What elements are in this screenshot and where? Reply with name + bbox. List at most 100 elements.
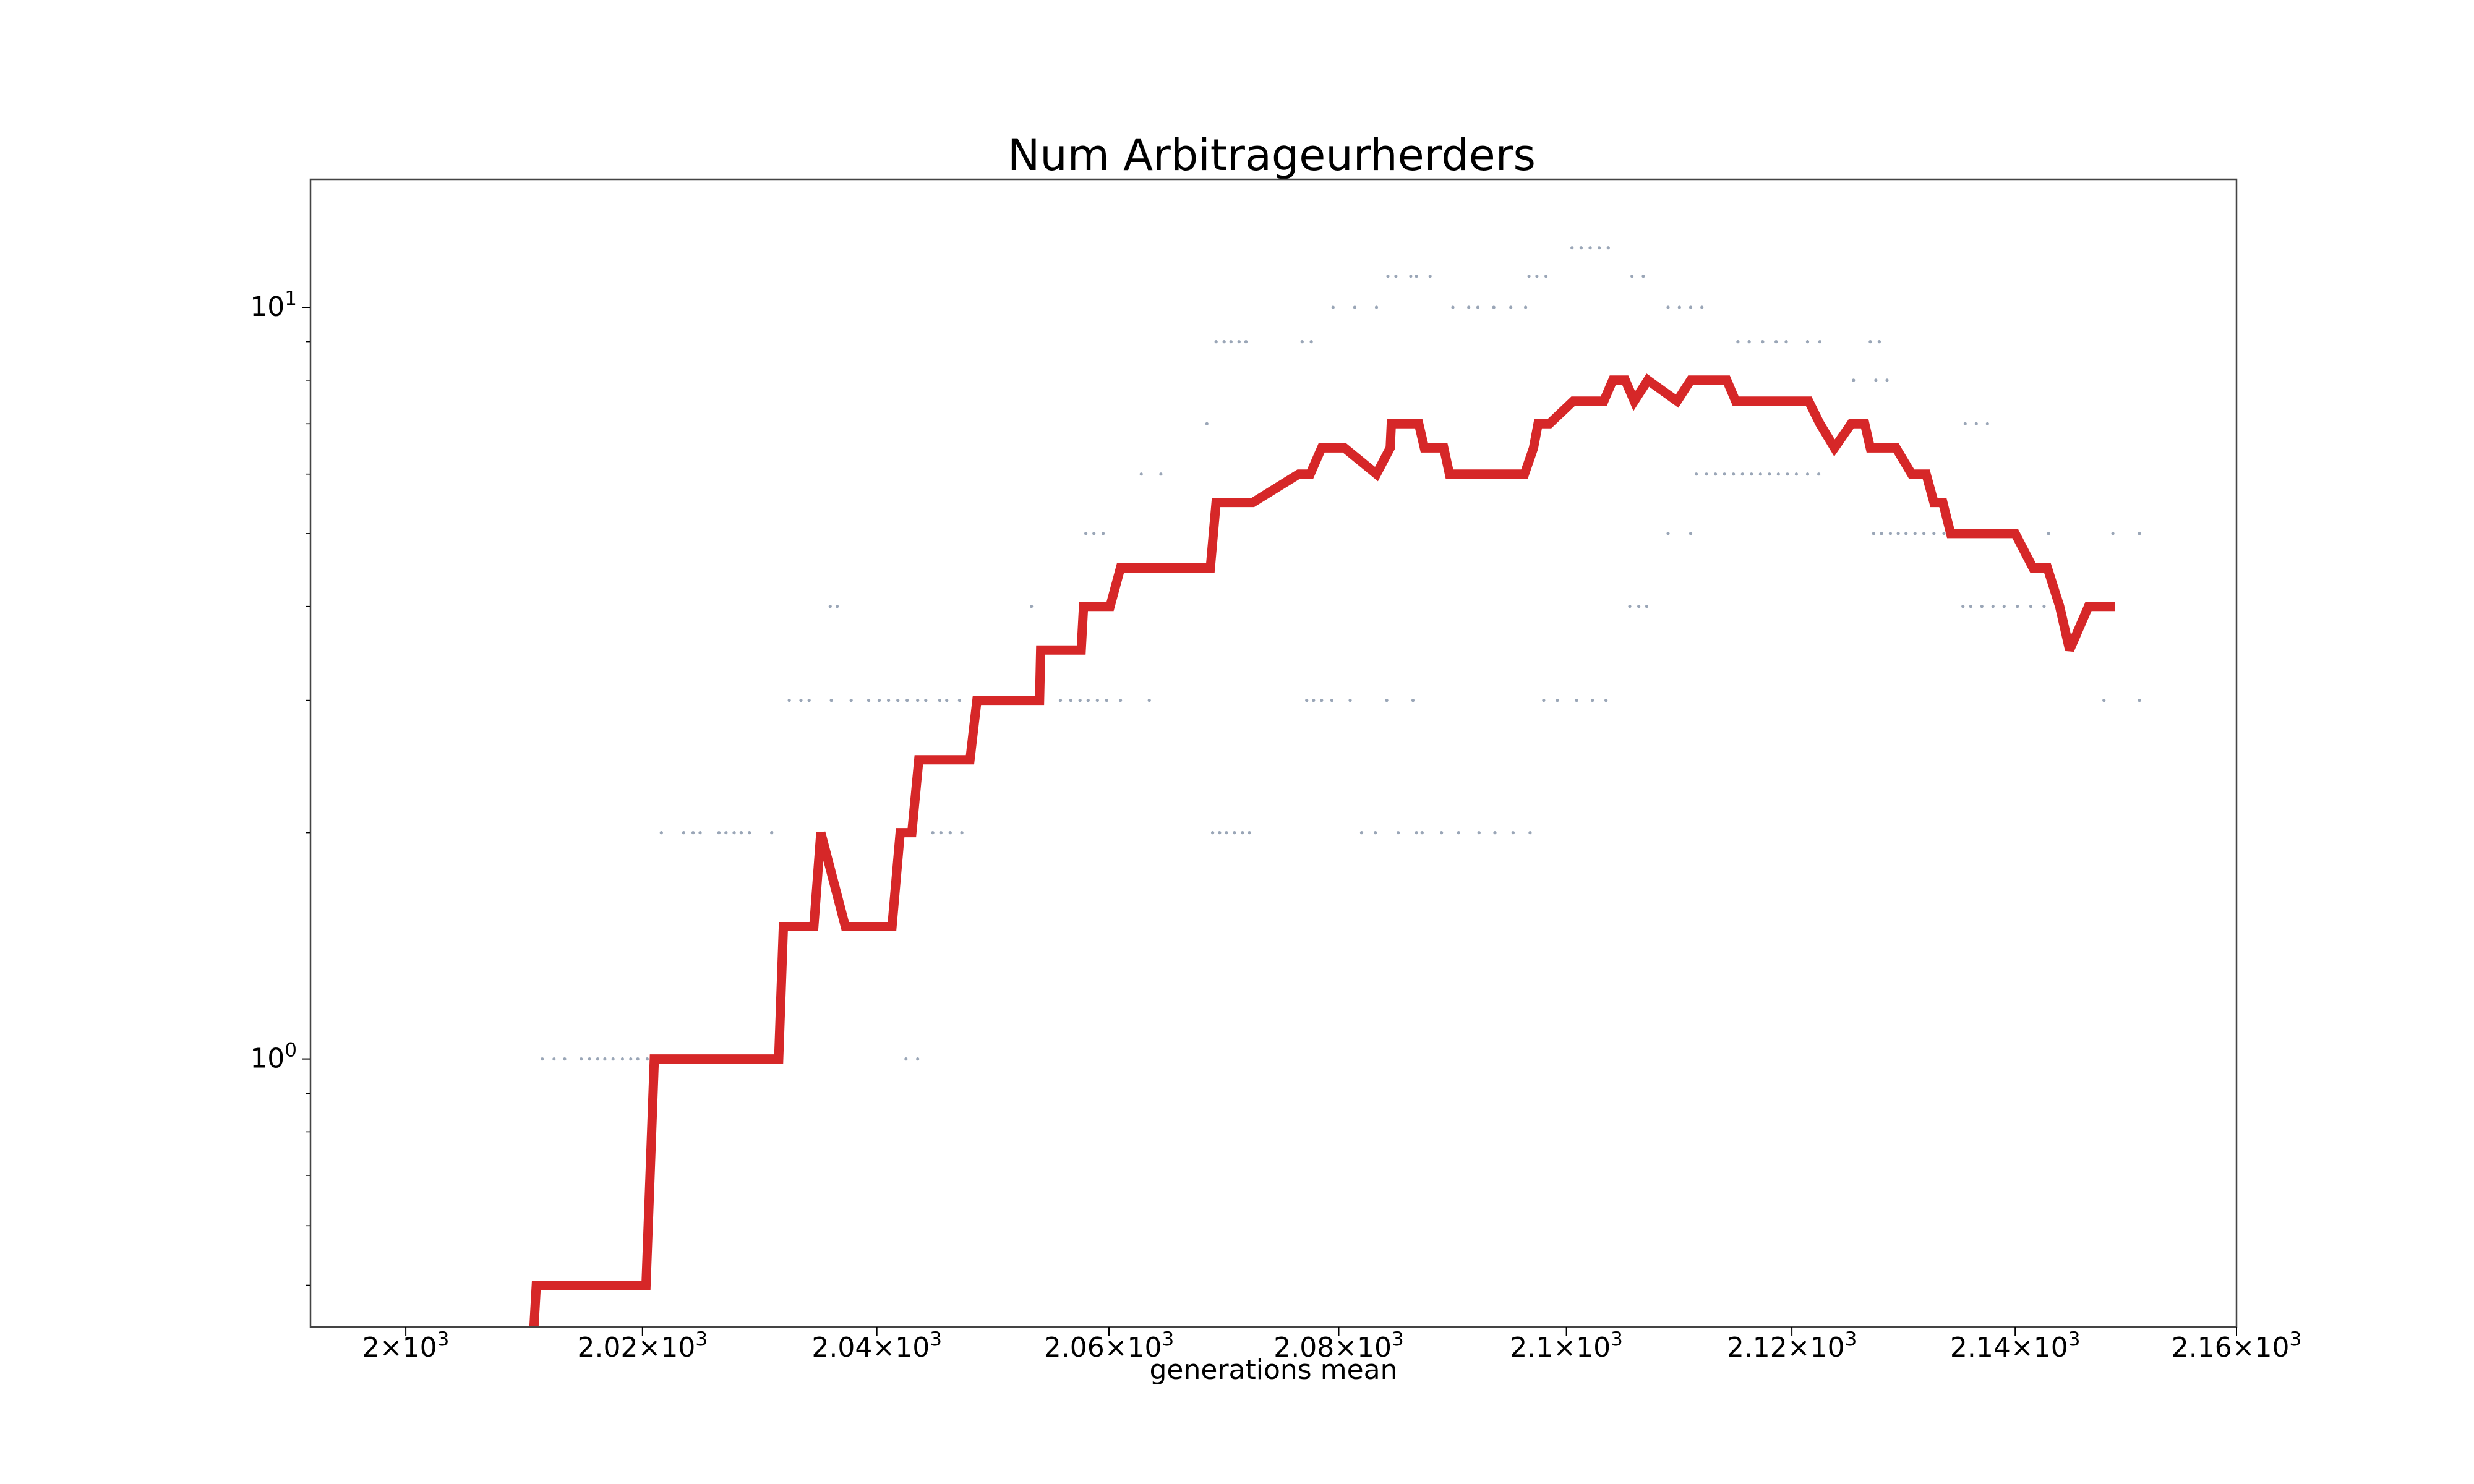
scatter-point — [1980, 605, 1984, 608]
scatter-point — [2138, 532, 2141, 535]
scatter-point — [957, 699, 961, 702]
scatter-point — [905, 699, 909, 702]
scatter-point — [1385, 699, 1389, 702]
scatter-point — [1784, 340, 1788, 344]
scatter-point — [1666, 532, 1670, 535]
scatter-point — [1969, 605, 1972, 608]
scatter-point — [1705, 472, 1708, 476]
scatter-point — [636, 1057, 640, 1061]
scatter-point — [799, 699, 803, 702]
scatter-point — [1535, 275, 1539, 278]
scatter-point — [1942, 532, 1946, 535]
scatter-point — [717, 831, 721, 835]
scatter-point — [1095, 699, 1099, 702]
scatter-point — [1300, 340, 1304, 344]
scatter-point — [960, 831, 964, 835]
scatter-point — [1086, 699, 1090, 702]
scatter-point — [1374, 831, 1377, 835]
scatter-point — [698, 831, 702, 835]
scatter-point — [1492, 305, 1496, 309]
scatter-point — [1330, 699, 1333, 702]
x-tick-label: 2.12×103 — [1727, 1328, 1857, 1363]
scatter-point — [1211, 831, 1215, 835]
scatter-point — [945, 699, 949, 702]
scatter-point — [1451, 305, 1455, 309]
scatter-point — [1700, 305, 1704, 309]
scatter-point — [1579, 246, 1583, 250]
scatter-point — [596, 1057, 600, 1061]
scatter-point — [603, 1057, 607, 1061]
scatter-point — [877, 699, 881, 702]
scatter-point — [828, 605, 832, 608]
scatter-point — [1214, 340, 1218, 344]
scatter-point — [1159, 472, 1163, 476]
scatter-point — [1868, 340, 1872, 344]
scatter-point — [1229, 340, 1233, 344]
scatter-point — [1776, 472, 1780, 476]
scatter-point — [1747, 340, 1751, 344]
scatter-point — [1409, 275, 1413, 278]
x-tick-label: 2.1×103 — [1510, 1328, 1623, 1363]
scatter-point — [580, 1057, 583, 1061]
scatter-point — [691, 831, 695, 835]
scatter-point — [1628, 605, 1632, 608]
y-tick-label: 100 — [250, 1039, 297, 1075]
scatter-point — [1415, 831, 1418, 835]
scatter-point — [1591, 699, 1594, 702]
scatter-point — [1872, 532, 1875, 535]
scatter-point — [924, 699, 928, 702]
scatter-point — [1588, 246, 1592, 250]
plot-area-frame — [309, 178, 2238, 1328]
scatter-point — [1457, 831, 1460, 835]
scatter-point — [770, 831, 774, 835]
scatter-point — [1348, 699, 1352, 702]
scatter-point — [1509, 305, 1513, 309]
scatter-point — [1244, 340, 1248, 344]
scatter-point — [645, 1057, 649, 1061]
x-tick-label: 2.16×103 — [2172, 1328, 2302, 1363]
scatter-point — [1991, 605, 1995, 608]
scatter-point — [904, 1057, 908, 1061]
series-line — [529, 373, 2115, 1328]
x-axis-ticks: 2×103 2.02×103 2.04×103 2.06×103 2.08×103 2.1… — [362, 1327, 2301, 1363]
scatter-point — [1904, 532, 1908, 535]
scatter-point — [1511, 831, 1515, 835]
scatter-point — [1524, 305, 1528, 309]
scatter-point — [2016, 605, 2019, 608]
scatter-point — [1695, 472, 1698, 476]
scatter-point — [748, 831, 751, 835]
y-axis-ticks: 100 101 — [250, 288, 310, 1286]
scatter-point — [1058, 699, 1063, 702]
scatter-point — [1248, 831, 1251, 835]
scatter-point — [629, 1057, 633, 1061]
scatter-point — [1233, 831, 1236, 835]
scatter-point — [1477, 831, 1481, 835]
scatter-point — [1205, 422, 1209, 425]
scatter-point — [1794, 472, 1798, 476]
scatter-point — [1542, 699, 1546, 702]
scatter-point — [1030, 605, 1034, 608]
scatter-point — [1877, 340, 1881, 344]
scatter-point — [724, 831, 728, 835]
x-tick-label: 2.04×103 — [811, 1328, 942, 1363]
scatter-point — [1768, 472, 1771, 476]
chart-title: Num Arbitrageurherders — [1008, 130, 1536, 181]
scatter-point — [849, 699, 853, 702]
scatter-point — [1677, 305, 1681, 309]
scatter-point — [1852, 378, 1856, 382]
scatter-point — [1606, 246, 1610, 250]
scatter-point — [1805, 472, 1810, 476]
scatter-point — [1394, 275, 1398, 278]
x-tick-label: 2×103 — [362, 1328, 450, 1363]
scatter-points — [541, 246, 2141, 1061]
scatter-point — [1092, 532, 1096, 535]
scatter-point — [1723, 472, 1726, 476]
scatter-point — [948, 831, 952, 835]
scatter-point — [1386, 275, 1390, 278]
scatter-point — [1932, 532, 1936, 535]
scatter-point — [1374, 305, 1379, 309]
scatter-point — [1493, 831, 1497, 835]
scatter-point — [1440, 831, 1444, 835]
scatter-point — [916, 699, 920, 702]
scatter-point — [1331, 305, 1335, 309]
